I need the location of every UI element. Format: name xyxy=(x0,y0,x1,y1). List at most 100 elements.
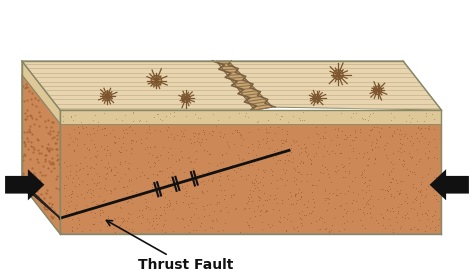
Point xyxy=(383,188,391,192)
Point xyxy=(267,166,275,171)
Point xyxy=(213,192,220,197)
Point xyxy=(366,177,374,182)
Point xyxy=(419,199,427,204)
Point xyxy=(111,135,118,139)
Point xyxy=(111,141,118,145)
Text: Thrust Fault: Thrust Fault xyxy=(106,221,234,273)
Point xyxy=(93,181,100,185)
Point xyxy=(233,163,241,167)
Point xyxy=(389,227,397,232)
Point xyxy=(394,205,402,209)
Point xyxy=(76,161,83,165)
Point xyxy=(434,180,442,184)
Point xyxy=(279,126,286,131)
Point xyxy=(167,189,175,193)
Point xyxy=(407,134,415,138)
Point xyxy=(307,158,315,163)
Point xyxy=(201,130,208,134)
Point xyxy=(381,143,389,147)
Point xyxy=(209,178,216,182)
Point xyxy=(307,211,314,215)
Point xyxy=(125,166,133,171)
Point xyxy=(212,217,220,221)
Point xyxy=(393,127,401,131)
Point xyxy=(179,217,186,221)
Point xyxy=(166,201,173,205)
Point xyxy=(206,202,214,206)
Point xyxy=(264,139,271,144)
Point xyxy=(274,125,282,129)
Point xyxy=(99,127,106,131)
Point xyxy=(268,169,275,173)
Point xyxy=(164,125,172,129)
Point xyxy=(107,150,114,155)
Point xyxy=(248,199,255,203)
Point xyxy=(112,204,120,208)
Point xyxy=(189,169,196,174)
Point xyxy=(401,158,408,163)
Point xyxy=(247,194,255,199)
Point xyxy=(71,205,79,210)
Point xyxy=(324,196,331,200)
Point xyxy=(162,114,169,119)
Point xyxy=(94,128,101,132)
Point xyxy=(128,128,136,132)
Point xyxy=(68,225,75,229)
Point xyxy=(361,226,369,230)
Point xyxy=(293,164,301,168)
Point xyxy=(61,160,68,164)
Point xyxy=(152,144,159,149)
Point xyxy=(406,169,414,174)
Point xyxy=(250,208,257,213)
Point xyxy=(84,172,92,176)
Point xyxy=(368,126,376,131)
Point xyxy=(136,214,143,218)
Point xyxy=(331,169,338,174)
Point xyxy=(150,145,157,150)
Point xyxy=(156,169,164,174)
Point xyxy=(215,200,222,205)
Point xyxy=(385,183,392,188)
Point xyxy=(86,187,94,192)
Point xyxy=(110,172,118,177)
Point xyxy=(136,119,143,123)
Point xyxy=(408,116,416,120)
Point xyxy=(364,184,371,188)
Point xyxy=(139,213,146,218)
Point xyxy=(111,140,118,144)
Point xyxy=(327,180,335,184)
Point xyxy=(304,152,312,157)
Point xyxy=(73,194,81,198)
Point xyxy=(337,151,344,155)
Point xyxy=(65,132,73,136)
Point xyxy=(272,161,279,166)
Point xyxy=(392,178,400,182)
Point xyxy=(205,213,213,217)
Point xyxy=(387,160,395,165)
Point xyxy=(170,135,178,139)
Point xyxy=(157,212,165,217)
Point xyxy=(86,228,94,233)
Point xyxy=(431,224,438,229)
Point xyxy=(430,183,438,187)
Point xyxy=(150,114,158,119)
Point xyxy=(196,116,204,120)
Point xyxy=(339,164,346,169)
Point xyxy=(360,181,368,185)
Point xyxy=(236,111,243,115)
Point xyxy=(320,220,328,224)
Point xyxy=(303,178,311,183)
Point xyxy=(130,195,138,199)
Point xyxy=(67,192,74,196)
Point xyxy=(255,127,262,131)
Point xyxy=(141,191,148,195)
Point xyxy=(110,215,118,220)
Point xyxy=(209,219,217,224)
Point xyxy=(117,216,125,220)
Point xyxy=(122,225,129,230)
Point xyxy=(186,159,194,164)
Point xyxy=(323,148,330,153)
Point xyxy=(216,174,223,178)
Point xyxy=(297,172,305,176)
Point xyxy=(151,161,158,165)
